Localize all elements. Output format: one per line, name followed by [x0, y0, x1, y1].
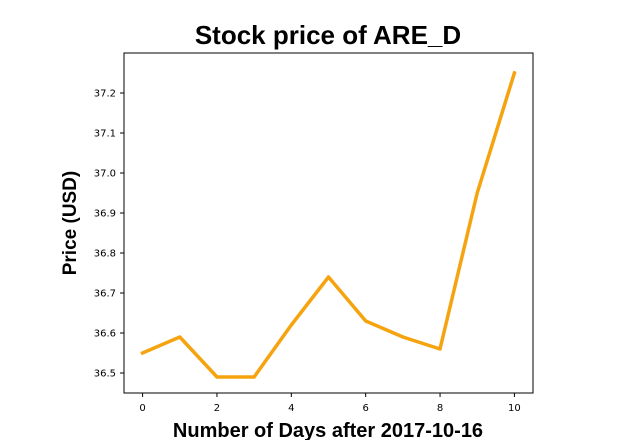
y-tick-label: 37.1 [94, 129, 116, 140]
y-tick-label: 36.5 [94, 369, 116, 380]
data-points [140, 71, 517, 379]
data-point [289, 323, 293, 327]
data-point [326, 275, 331, 279]
data-point [438, 347, 442, 351]
y-axis: 36.5 36.6 36.7 36.8 36.9 37.0 37.1 37.2 [94, 89, 124, 380]
chart-title: Stock price of ARE_D [195, 20, 461, 50]
data-point [215, 375, 219, 379]
y-tick-label: 37.0 [94, 169, 116, 180]
data-point [401, 335, 405, 339]
y-tick-label: 36.7 [94, 289, 116, 300]
data-point [512, 71, 517, 75]
data-point [140, 351, 145, 355]
plot-area [123, 52, 534, 394]
y-tick-label: 37.2 [94, 89, 116, 100]
x-axis-label: Number of Days after 2017-10-16 [173, 420, 483, 440]
x-tick-label: 2 [214, 403, 220, 414]
x-tick-label: 8 [437, 403, 443, 414]
data-point [364, 319, 368, 323]
x-axis: 0 2 4 6 8 10 [139, 393, 521, 414]
x-tick-label: 10 [508, 403, 521, 414]
data-point [252, 375, 256, 379]
x-tick-label: 0 [139, 403, 145, 414]
x-tick-label: 6 [362, 403, 368, 414]
y-tick-label: 36.6 [94, 329, 116, 340]
x-tick-label: 4 [288, 403, 294, 414]
data-point [475, 191, 479, 195]
data-point [178, 335, 182, 339]
y-tick-label: 36.9 [94, 209, 116, 220]
y-tick-label: 36.8 [94, 249, 116, 260]
y-axis-label: Price (USD) [60, 171, 81, 276]
